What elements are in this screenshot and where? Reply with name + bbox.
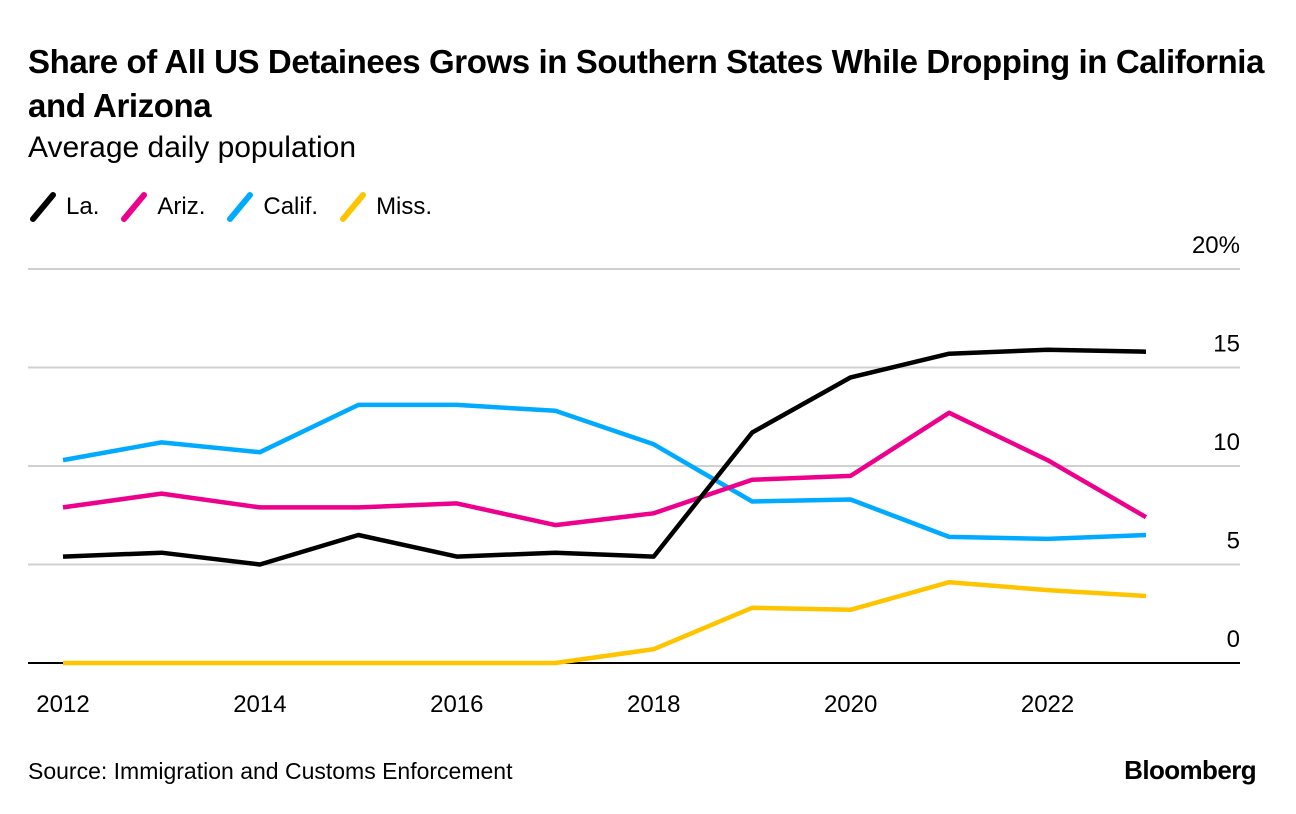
x-tick-label: 2016 [430,691,483,718]
y-tick-label: 20% [1192,232,1240,259]
legend-label: Calif. [263,193,319,220]
y-tick-label: 15 [1213,331,1240,358]
x-tick-label: 2014 [233,691,286,718]
y-tick-label: 5 [1227,528,1240,555]
y-tick-label: 0 [1227,626,1240,653]
legend-swatch-icon [340,192,367,222]
y-axis-tick-labels: 0 5 10 15 20% [1192,232,1240,653]
series-lines [62,347,1148,666]
y-tick-label: 10 [1213,429,1240,456]
series-line-calif [62,402,1147,542]
legend-item: Miss. [340,192,432,222]
gridlines [28,268,1240,664]
x-tick-label: 2018 [627,691,680,718]
series-line-la [62,347,1147,567]
legend: La. Ariz. Calif. Miss. [30,192,454,222]
source-note: Source: Immigration and Customs Enforcem… [28,758,513,784]
legend-item: La. [30,192,99,222]
legend-swatch-icon [30,192,56,222]
series-line-miss [63,579,1147,666]
x-tick-label: 2012 [36,691,89,718]
chart-title: Share of All US Detainees Grows in South… [28,43,1265,124]
chart-subtitle: Average daily population [28,131,357,164]
x-tick-label: 2022 [1021,691,1074,718]
series-line-ariz [62,410,1148,528]
legend-label: Miss. [376,193,433,220]
legend-item: Ariz. [121,192,205,222]
x-tick-label: 2020 [824,691,877,718]
legend-label: La. [66,193,100,220]
bloomberg-logo: Bloomberg [1124,755,1256,785]
x-axis-tick-labels: 2012 2014 2016 2018 2020 2022 [36,691,1074,718]
legend-swatch-icon [121,192,148,222]
legend-swatch-icon [227,192,254,222]
legend-item: Calif. [227,192,318,222]
legend-label: Ariz. [157,193,206,220]
